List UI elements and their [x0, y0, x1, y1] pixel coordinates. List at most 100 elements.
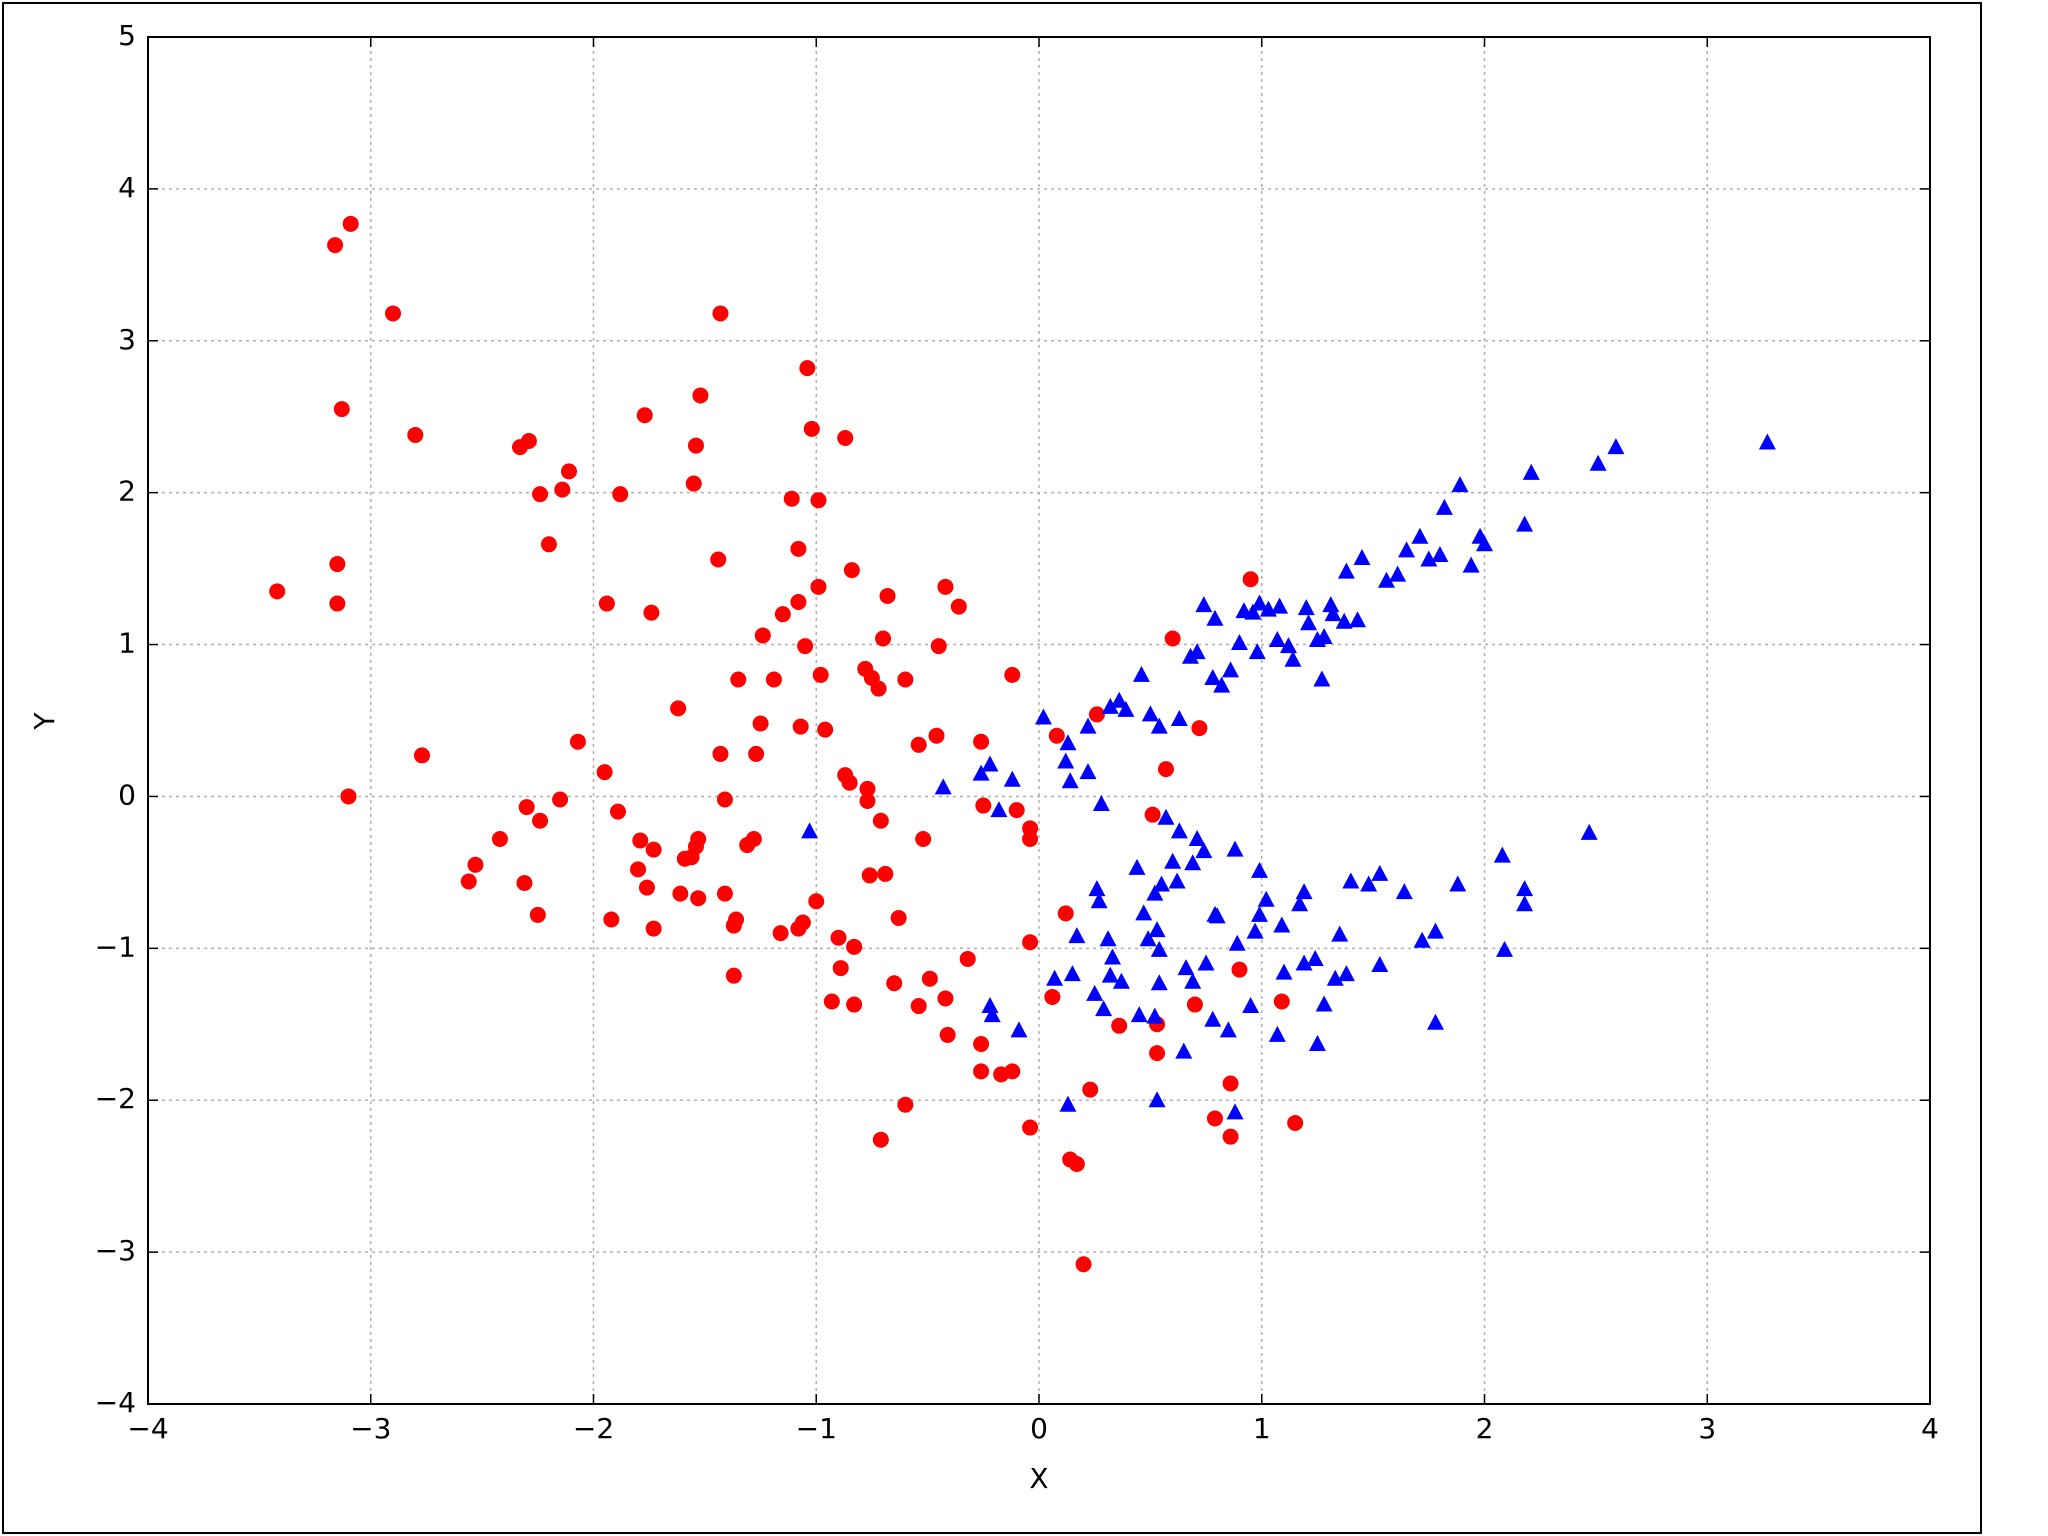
point — [1003, 770, 1021, 787]
point — [1349, 611, 1367, 628]
point — [491, 830, 508, 847]
point — [716, 791, 733, 808]
point — [1164, 630, 1181, 647]
point — [1186, 996, 1203, 1013]
point — [859, 780, 876, 797]
point — [1048, 727, 1065, 744]
point — [1090, 892, 1108, 909]
point — [1230, 634, 1248, 651]
point — [972, 764, 990, 781]
point — [754, 627, 771, 644]
point — [1337, 562, 1355, 579]
point — [630, 861, 647, 878]
point — [937, 990, 954, 1007]
y-tick-label: 1 — [118, 627, 136, 660]
point — [1079, 763, 1097, 780]
point — [598, 595, 615, 612]
plot-marks — [269, 215, 1776, 1273]
point — [990, 801, 1008, 818]
point — [879, 587, 896, 604]
point — [1222, 1128, 1239, 1145]
point — [710, 551, 727, 568]
point — [872, 812, 889, 829]
point — [774, 606, 791, 623]
point — [1279, 637, 1297, 654]
point — [1132, 665, 1150, 682]
point — [1059, 1095, 1077, 1112]
point — [612, 486, 629, 503]
x-tick-label: 4 — [1921, 1412, 1939, 1445]
point — [1082, 1081, 1099, 1098]
point — [1342, 872, 1360, 889]
point — [1184, 972, 1202, 989]
point — [1248, 643, 1266, 660]
x-tick-label: −1 — [796, 1412, 837, 1445]
point — [1150, 940, 1168, 957]
point — [772, 925, 789, 942]
point — [329, 595, 346, 612]
point — [1516, 895, 1534, 912]
point — [1170, 822, 1188, 839]
point — [728, 911, 745, 928]
point — [1010, 1021, 1028, 1038]
point — [610, 803, 627, 820]
point — [1195, 842, 1213, 859]
point — [1197, 954, 1215, 971]
y-tick-label: 4 — [118, 171, 136, 204]
point — [1273, 916, 1291, 933]
point — [823, 993, 840, 1010]
point — [632, 832, 649, 849]
point — [1150, 717, 1168, 734]
point — [1092, 795, 1110, 812]
point — [1213, 676, 1231, 693]
point — [1157, 761, 1174, 778]
point — [973, 733, 990, 750]
y-tick-label: −1 — [95, 930, 136, 963]
point — [1411, 527, 1429, 544]
y-tick-label: 2 — [118, 475, 136, 508]
point — [1004, 666, 1021, 683]
point — [1004, 1063, 1021, 1080]
x-tick-label: −3 — [350, 1412, 391, 1445]
point — [1101, 966, 1119, 983]
point — [1353, 548, 1371, 565]
point — [333, 401, 350, 418]
point — [670, 700, 687, 717]
point — [1177, 959, 1195, 976]
point — [1206, 1110, 1223, 1127]
point — [1431, 545, 1449, 562]
point — [1228, 934, 1246, 951]
point — [1022, 934, 1039, 951]
point — [1273, 993, 1290, 1010]
point — [897, 1096, 914, 1113]
point — [1150, 974, 1168, 991]
point — [1395, 883, 1413, 900]
point — [1139, 930, 1157, 947]
point — [1175, 1042, 1193, 1059]
point — [1295, 954, 1313, 971]
point — [975, 797, 992, 814]
point — [1287, 1115, 1304, 1132]
point — [1306, 949, 1324, 966]
point — [1146, 884, 1164, 901]
point — [1226, 1103, 1244, 1120]
point — [1516, 880, 1534, 897]
point — [1057, 905, 1074, 922]
point — [1068, 1156, 1085, 1173]
point — [1313, 670, 1331, 687]
point — [1181, 647, 1199, 664]
point — [1188, 829, 1206, 846]
x-tick-label: −4 — [127, 1412, 168, 1445]
point — [921, 970, 938, 987]
point — [1022, 830, 1039, 847]
point — [870, 680, 887, 697]
point — [1149, 1045, 1166, 1062]
point — [1371, 864, 1389, 881]
point — [1462, 556, 1480, 573]
point — [981, 755, 999, 772]
point — [1144, 806, 1161, 823]
point — [1607, 438, 1625, 455]
point — [1008, 802, 1025, 819]
point — [1493, 846, 1511, 863]
